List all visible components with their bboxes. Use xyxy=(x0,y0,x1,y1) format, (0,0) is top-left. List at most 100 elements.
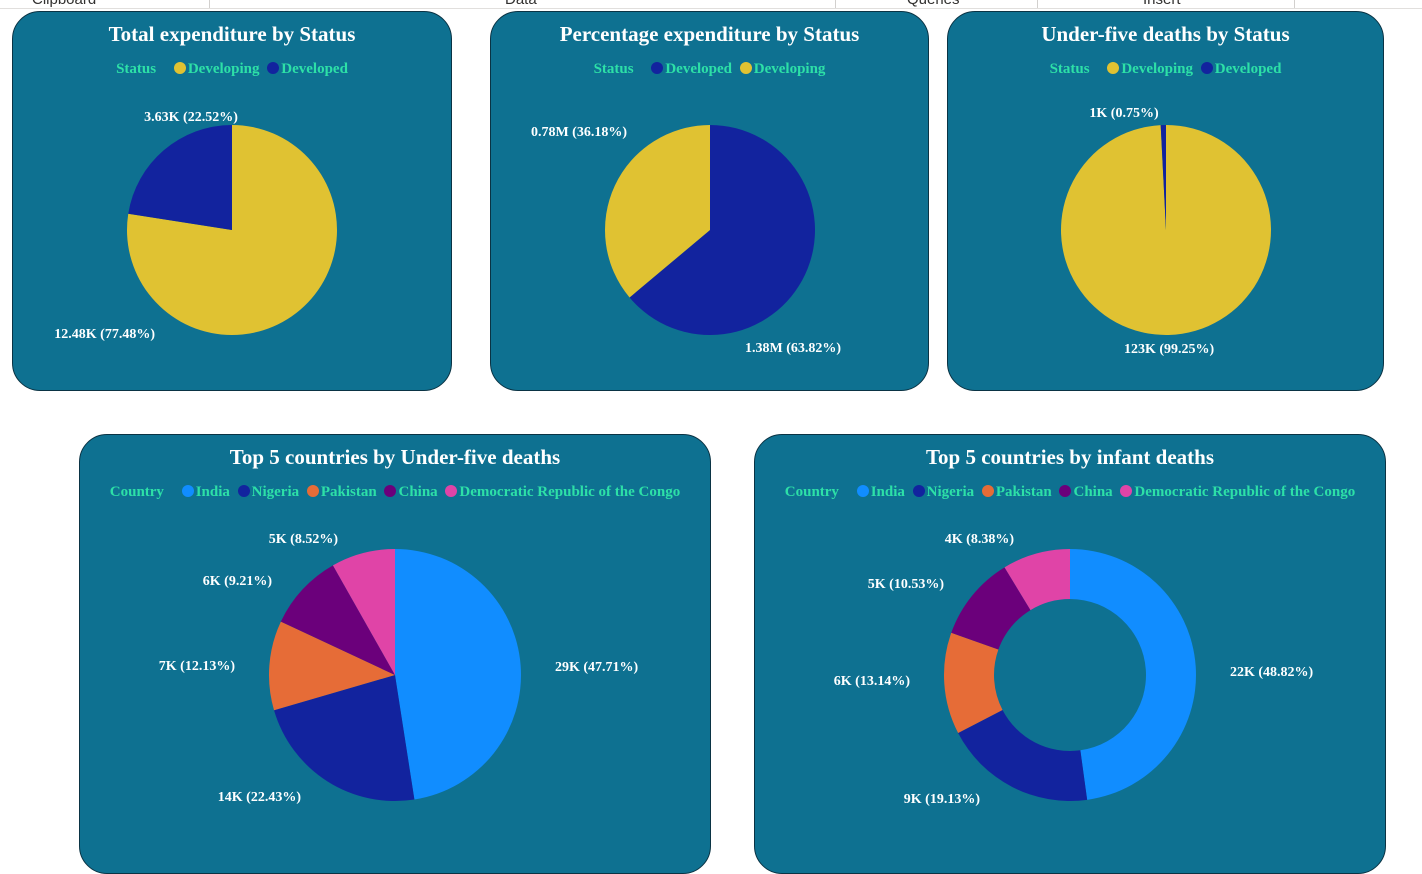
legend-dot xyxy=(981,485,994,497)
ribbon-group-clipboard[interactable]: Clipboard xyxy=(32,0,96,8)
legend-title: Country xyxy=(784,484,839,500)
pie-slice-china[interactable] xyxy=(280,565,395,675)
pie-slice-developed[interactable] xyxy=(629,125,815,335)
pie-slice-developing[interactable] xyxy=(1061,125,1272,335)
legend-label: Democratic Republic of the Congo xyxy=(1134,484,1356,500)
data-label: 1.38M (63.82%) xyxy=(745,341,841,356)
chart-card-total-expenditure[interactable]: Total expenditure by Status Status Devel… xyxy=(12,11,452,391)
chart-card-percentage-expenditure[interactable]: Percentage expenditure by Status Status … xyxy=(490,11,929,391)
legend-dot xyxy=(384,485,397,497)
data-label: 12.48K (77.48%) xyxy=(54,327,155,342)
data-label: 14K (22.43%) xyxy=(218,790,302,805)
legend-dot xyxy=(1200,62,1213,74)
chart-title: Total expenditure by Status xyxy=(108,22,356,46)
legend-item-developing[interactable]: Developing xyxy=(173,61,260,77)
legend-item-pakistan[interactable]: Pakistan xyxy=(306,484,377,500)
pie-slice-developed[interactable] xyxy=(1160,125,1166,230)
legend-item-drc[interactable]: Democratic Republic of the Congo xyxy=(445,484,680,500)
pie-slice-developed[interactable] xyxy=(128,125,232,230)
chart-legend: Country India Nigeria Pakistan China Dem… xyxy=(80,484,710,501)
legend-dot xyxy=(912,485,925,497)
legend-title: Status xyxy=(116,61,157,77)
legend-item-nigeria[interactable]: Nigeria xyxy=(912,484,975,500)
legend-label: India xyxy=(870,484,905,500)
data-label: 1K (0.75%) xyxy=(1089,106,1159,121)
legend-dot xyxy=(1059,485,1072,497)
legend-label: Nigeria xyxy=(251,484,300,500)
data-label: 29K (47.71%) xyxy=(555,660,639,675)
chart-card-top5-infant-deaths[interactable]: Top 5 countries by infant deaths Country… xyxy=(754,434,1386,874)
legend-item-india[interactable]: India xyxy=(181,484,230,500)
chart-legend: Status Developing Developed xyxy=(13,61,451,78)
legend-label: Pakistan xyxy=(320,484,377,500)
legend-label: Developing xyxy=(187,61,260,77)
pie-slice-democratic-republic-of-the-congo[interactable] xyxy=(1004,549,1070,611)
ribbon-separator xyxy=(1294,0,1295,8)
legend-label: India xyxy=(195,484,230,500)
pie-plot: 1.38M (63.82%) 0.78M (36.18%) xyxy=(531,125,841,356)
ribbon-group-insert[interactable]: Insert xyxy=(1143,0,1181,8)
legend-dot xyxy=(267,62,280,74)
legend-item-developed[interactable]: Developed xyxy=(651,61,732,77)
chart-card-top5-under-five-deaths[interactable]: Top 5 countries by Under-five deaths Cou… xyxy=(79,434,711,874)
data-label: 7K (12.13%) xyxy=(159,659,236,674)
legend-dot xyxy=(1120,485,1133,497)
data-label: 3.63K (22.52%) xyxy=(144,110,238,125)
data-label: 6K (13.14%) xyxy=(834,674,911,689)
chart-card-under-five-deaths-status[interactable]: Under-five deaths by Status Status Devel… xyxy=(947,11,1384,391)
legend-label: Democratic Republic of the Congo xyxy=(459,484,681,500)
ribbon-separator xyxy=(209,0,210,8)
chart-legend: Country India Nigeria Pakistan China Dem… xyxy=(755,484,1385,501)
pie-plot: 29K (47.71%) 14K (22.43%) 7K (12.13%) 6K… xyxy=(159,532,639,805)
legend-label: Developed xyxy=(1214,61,1282,77)
pie-slice-nigeria[interactable] xyxy=(274,675,415,801)
legend-dot xyxy=(1107,62,1120,74)
legend-dot xyxy=(739,62,752,74)
pie-plot: 3.63K (22.52%) 12.48K (77.48%) xyxy=(54,110,338,342)
legend-dot xyxy=(856,485,869,497)
legend-item-china[interactable]: China xyxy=(384,484,438,500)
legend-dot xyxy=(651,62,664,74)
legend-title: Status xyxy=(593,61,634,77)
legend-dot xyxy=(445,485,458,497)
legend-label: China xyxy=(398,484,438,500)
pie-slice-democratic-republic-of-the-congo[interactable] xyxy=(332,549,395,675)
legend-label: Developed xyxy=(665,61,732,77)
legend-item-india[interactable]: India xyxy=(856,484,905,500)
chart-title: Percentage expenditure by Status xyxy=(559,22,860,46)
legend-label: Developed xyxy=(281,61,348,77)
legend-item-pakistan[interactable]: Pakistan xyxy=(981,484,1052,500)
ribbon-separator xyxy=(835,0,836,8)
data-label: 0.78M (36.18%) xyxy=(531,125,627,140)
pie-slice-india[interactable] xyxy=(1070,549,1196,800)
legend-title: Status xyxy=(1049,61,1090,77)
legend-item-nigeria[interactable]: Nigeria xyxy=(237,484,300,500)
ribbon-group-data[interactable]: Data xyxy=(505,0,537,8)
chart-legend: Status Developed Developing xyxy=(491,61,928,78)
pie-slice-pakistan[interactable] xyxy=(944,632,1003,733)
legend-item-drc[interactable]: Democratic Republic of the Congo xyxy=(1120,484,1355,500)
legend-title: Country xyxy=(109,484,164,500)
ribbon-group-queries[interactable]: Queries xyxy=(907,0,960,8)
chart-title: Top 5 countries by infant deaths xyxy=(925,445,1215,469)
pie-slice-nigeria[interactable] xyxy=(958,709,1088,801)
legend-item-developing[interactable]: Developing xyxy=(739,61,826,77)
pie-slice-pakistan[interactable] xyxy=(269,621,395,711)
legend-label: Developing xyxy=(1121,61,1193,77)
legend-item-developed[interactable]: Developed xyxy=(267,61,348,77)
legend-item-developed[interactable]: Developed xyxy=(1200,61,1282,77)
data-label: 4K (8.38%) xyxy=(945,532,1015,547)
legend-dot xyxy=(237,485,250,497)
legend-label: Developing xyxy=(753,61,826,77)
legend-item-china[interactable]: China xyxy=(1059,484,1113,500)
data-label: 6K (9.21%) xyxy=(203,574,273,589)
pie-slice-developing[interactable] xyxy=(605,125,710,298)
legend-label: Nigeria xyxy=(926,484,975,500)
legend-dot xyxy=(173,62,186,74)
pie-slice-china[interactable] xyxy=(951,567,1031,650)
legend-dot xyxy=(306,485,319,497)
legend-item-developing[interactable]: Developing xyxy=(1107,61,1193,77)
pie-slice-india[interactable] xyxy=(395,549,522,800)
data-label: 5K (10.53%) xyxy=(868,577,945,592)
data-label: 5K (8.52%) xyxy=(269,532,339,547)
